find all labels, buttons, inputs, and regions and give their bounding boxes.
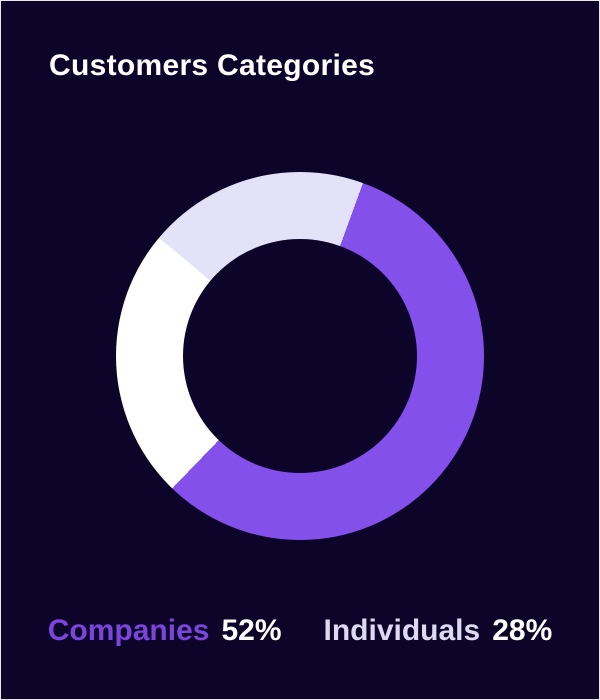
chart-legend: Companies 52% Individuals 28% [1, 613, 599, 649]
legend-item-individuals: Individuals 28% [324, 613, 553, 649]
legend-label-individuals: Individuals [323, 614, 481, 647]
donut-hole [183, 239, 417, 473]
donut-chart [116, 172, 484, 540]
legend-item-companies: Companies 52% [48, 613, 282, 649]
legend-value-individuals: 28% [492, 614, 553, 647]
chart-title: Customers Categories [49, 49, 376, 82]
legend-label-companies: Companies [47, 614, 210, 647]
legend-value-companies: 52% [221, 614, 282, 647]
